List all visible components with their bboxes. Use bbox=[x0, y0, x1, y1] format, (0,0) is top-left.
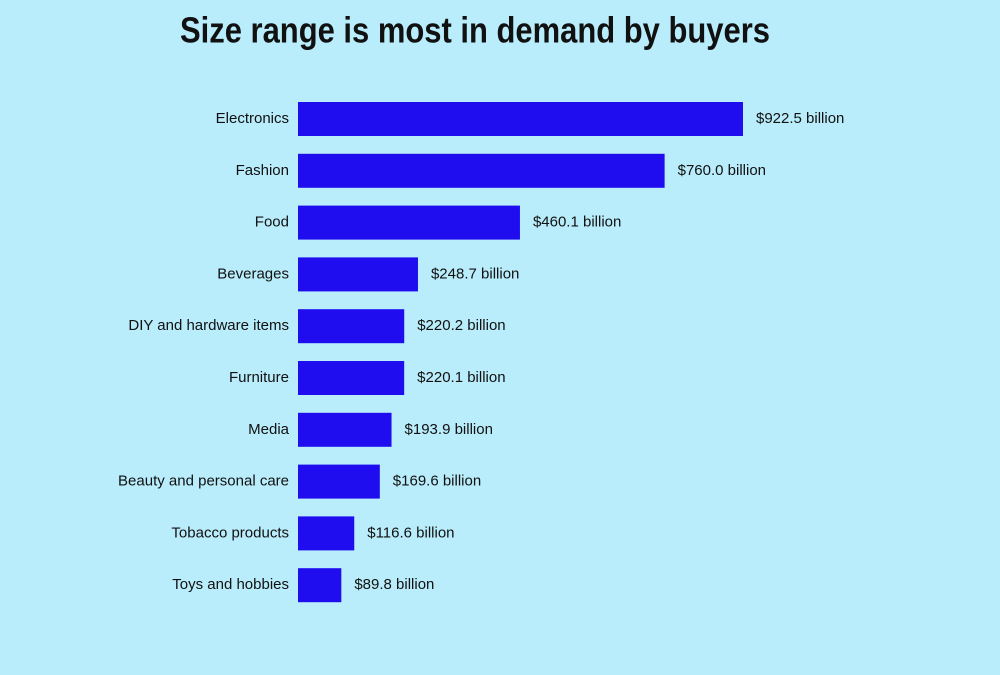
bar bbox=[298, 361, 405, 395]
value-label: $193.9 billion bbox=[405, 421, 493, 438]
bar bbox=[298, 568, 342, 603]
value-label: $220.2 billion bbox=[417, 317, 505, 334]
category-label: Furniture bbox=[229, 369, 289, 386]
category-label: DIY and hardware items bbox=[128, 317, 289, 334]
value-label: $116.6 billion bbox=[367, 524, 454, 541]
value-label: $922.5 billion bbox=[756, 110, 844, 127]
value-label: $220.1 billion bbox=[417, 369, 505, 386]
bar bbox=[298, 464, 380, 499]
bar bbox=[298, 412, 392, 447]
bar bbox=[298, 257, 418, 292]
value-label: $460.1 billion bbox=[533, 214, 621, 231]
category-label: Food bbox=[255, 214, 289, 231]
value-label: $248.7 billion bbox=[431, 265, 519, 282]
value-label: $169.6 billion bbox=[393, 473, 481, 490]
bar bbox=[298, 153, 665, 188]
category-label: Beverages bbox=[217, 265, 289, 282]
bar bbox=[298, 309, 405, 344]
bar bbox=[298, 205, 520, 240]
category-label: Beauty and personal care bbox=[118, 473, 289, 490]
value-label: $89.8 billion bbox=[354, 576, 434, 593]
value-label: $760.0 billion bbox=[678, 162, 766, 179]
category-label: Media bbox=[248, 421, 290, 438]
bar bbox=[298, 102, 743, 136]
bar bbox=[298, 516, 355, 551]
category-label: Tobacco products bbox=[171, 524, 289, 541]
category-label: Fashion bbox=[236, 162, 289, 179]
category-label: Electronics bbox=[216, 110, 289, 127]
category-label: Toys and hobbies bbox=[172, 576, 289, 593]
chart-title: Size range is most in demand by buyers bbox=[180, 10, 770, 51]
